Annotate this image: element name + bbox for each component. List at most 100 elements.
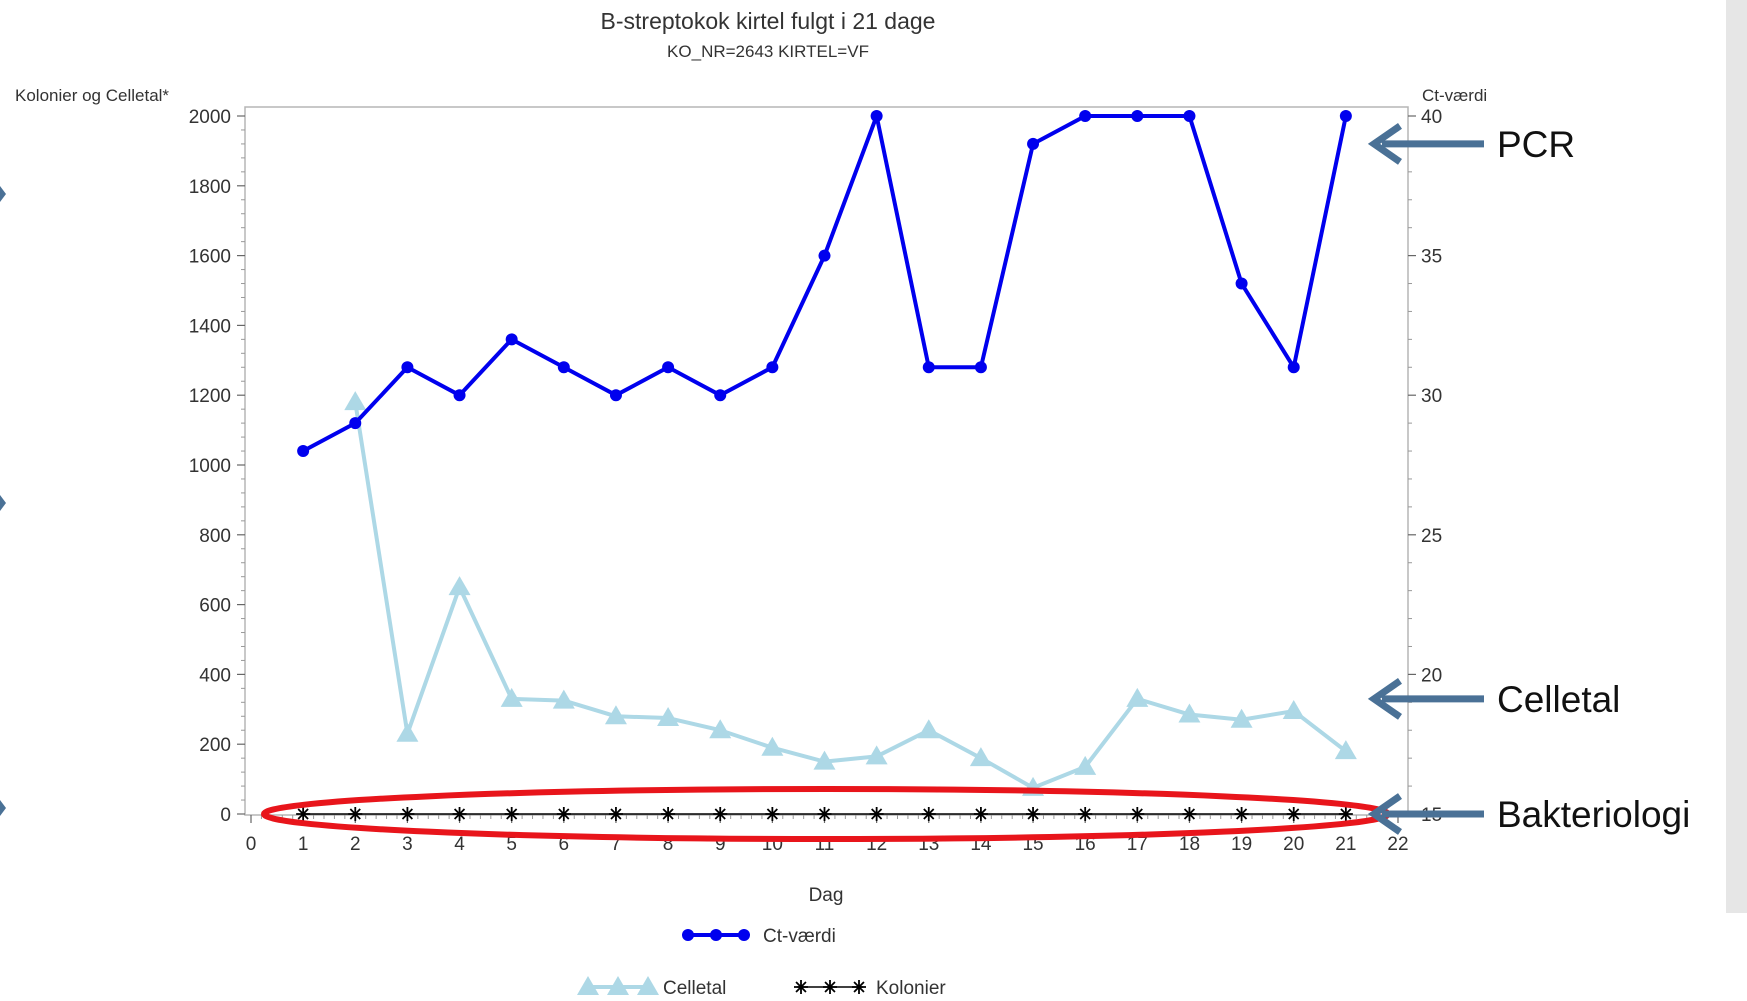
- data-point-ctvrdi: [1027, 138, 1039, 150]
- y-left-tick-label: 1800: [189, 177, 231, 198]
- data-point-ctvrdi: [1340, 110, 1352, 122]
- x-tick-label: 22: [1387, 834, 1408, 855]
- y-left-tick-label: 200: [199, 735, 231, 756]
- data-point-kolonier: [661, 807, 675, 821]
- legend-item-kolonier: Kolonier: [794, 978, 946, 999]
- data-point-celletal: [866, 745, 888, 764]
- data-point-ctvrdi: [714, 389, 726, 401]
- data-point-kolonier: [974, 807, 988, 821]
- y-left-tick-label: 2000: [189, 107, 231, 128]
- data-point-celletal: [970, 747, 992, 766]
- data-point-ctvrdi: [923, 361, 935, 373]
- data-point-ctvrdi: [454, 389, 466, 401]
- x-tick-label: 21: [1335, 834, 1356, 855]
- y-right-tick-label: 35: [1421, 247, 1442, 268]
- x-axis-label: Dag: [809, 885, 844, 906]
- data-point-kolonier: [1026, 807, 1040, 821]
- data-point-kolonier: [453, 807, 467, 821]
- data-point-ctvrdi: [506, 333, 518, 345]
- legend-marker: [823, 980, 837, 994]
- data-point-ctvrdi: [1288, 361, 1300, 373]
- data-point-celletal: [1283, 700, 1305, 719]
- left-edge-arrow-heads: [0, 186, 6, 816]
- data-point-celletal: [449, 576, 471, 595]
- data-point-kolonier: [1339, 807, 1353, 821]
- y-right-tick-label: 25: [1421, 526, 1442, 547]
- data-point-ctvrdi: [558, 361, 570, 373]
- y-left-tick-label: 1000: [189, 456, 231, 477]
- y-right-tick-label: 40: [1421, 107, 1442, 128]
- data-point-celletal: [396, 723, 418, 742]
- chart-title: B-streptokok kirtel fulgt i 21 dage: [601, 8, 936, 34]
- series-kolonier: [296, 807, 1353, 821]
- y-left-tick-label: 0: [220, 805, 231, 826]
- data-point-celletal: [918, 719, 940, 738]
- data-point-ctvrdi: [766, 361, 778, 373]
- data-point-kolonier: [713, 807, 727, 821]
- legend-label: Ct-værdi: [763, 926, 836, 947]
- x-tick-label: 0: [246, 834, 257, 855]
- series-celletal: [344, 391, 1357, 796]
- legend-marker: [738, 929, 750, 941]
- legend-marker: [710, 929, 722, 941]
- data-point-kolonier: [348, 807, 362, 821]
- edge-arrow-head: [0, 800, 6, 816]
- annotation-label: Celletal: [1497, 679, 1620, 720]
- data-point-kolonier: [609, 807, 623, 821]
- data-point-celletal: [344, 391, 366, 410]
- data-point-ctvrdi: [1183, 110, 1195, 122]
- x-tick-label: 20: [1283, 834, 1304, 855]
- data-point-ctvrdi: [610, 389, 622, 401]
- legend-item-celletal: Celletal: [577, 976, 726, 999]
- edge-arrow-head: [0, 186, 6, 202]
- data-point-kolonier: [400, 807, 414, 821]
- annotation-label: PCR: [1497, 124, 1575, 165]
- y-left-tick-label: 400: [199, 665, 231, 686]
- data-point-ctvrdi: [819, 250, 831, 262]
- y-left-tick-label: 800: [199, 526, 231, 547]
- x-tick-label: 19: [1231, 834, 1252, 855]
- data-point-kolonier: [1182, 807, 1196, 821]
- data-point-kolonier: [505, 807, 519, 821]
- chart-subtitle: KO_NR=2643 KIRTEL=VF: [667, 42, 869, 61]
- data-point-ctvrdi: [662, 361, 674, 373]
- y-left-tick-label: 1600: [189, 247, 231, 268]
- series-line-celletal: [355, 402, 1346, 788]
- y-right-label: Ct-værdi: [1422, 86, 1487, 105]
- data-point-ctvrdi: [975, 361, 987, 373]
- y-left-label: Kolonier og Celletal*: [15, 86, 169, 105]
- x-tick-label: 4: [454, 834, 465, 855]
- data-point-kolonier: [1287, 807, 1301, 821]
- data-point-kolonier: [1078, 807, 1092, 821]
- y-right-tick-label: 20: [1421, 665, 1442, 686]
- data-point-kolonier: [922, 807, 936, 821]
- legend-marker: [852, 980, 866, 994]
- edge-arrow-head: [0, 495, 6, 511]
- y-left-tick-label: 1200: [189, 386, 231, 407]
- data-point-kolonier: [1235, 807, 1249, 821]
- x-tick-label: 2: [350, 834, 361, 855]
- y-right-tick-label: 30: [1421, 386, 1442, 407]
- data-point-ctvrdi: [1236, 278, 1248, 290]
- data-point-kolonier: [765, 807, 779, 821]
- data-point-kolonier: [870, 807, 884, 821]
- data-point-ctvrdi: [871, 110, 883, 122]
- data-point-kolonier: [1130, 807, 1144, 821]
- series-ctvrdi: [297, 110, 1352, 457]
- legend-marker: [682, 929, 694, 941]
- data-point-kolonier: [557, 807, 571, 821]
- data-point-kolonier: [818, 807, 832, 821]
- y-left-tick-label: 600: [199, 596, 231, 617]
- plot-frame: [245, 107, 1408, 815]
- legend-label: Kolonier: [876, 978, 946, 999]
- data-point-ctvrdi: [1131, 110, 1143, 122]
- data-point-celletal: [1126, 688, 1148, 707]
- y-left-tick-label: 1400: [189, 316, 231, 337]
- data-point-ctvrdi: [401, 361, 413, 373]
- annotation-label: Bakteriologi: [1497, 794, 1690, 835]
- scrollbar[interactable]: [1726, 0, 1747, 913]
- legend-item-ctvrdi: Ct-værdi: [682, 926, 836, 947]
- data-point-ctvrdi: [1079, 110, 1091, 122]
